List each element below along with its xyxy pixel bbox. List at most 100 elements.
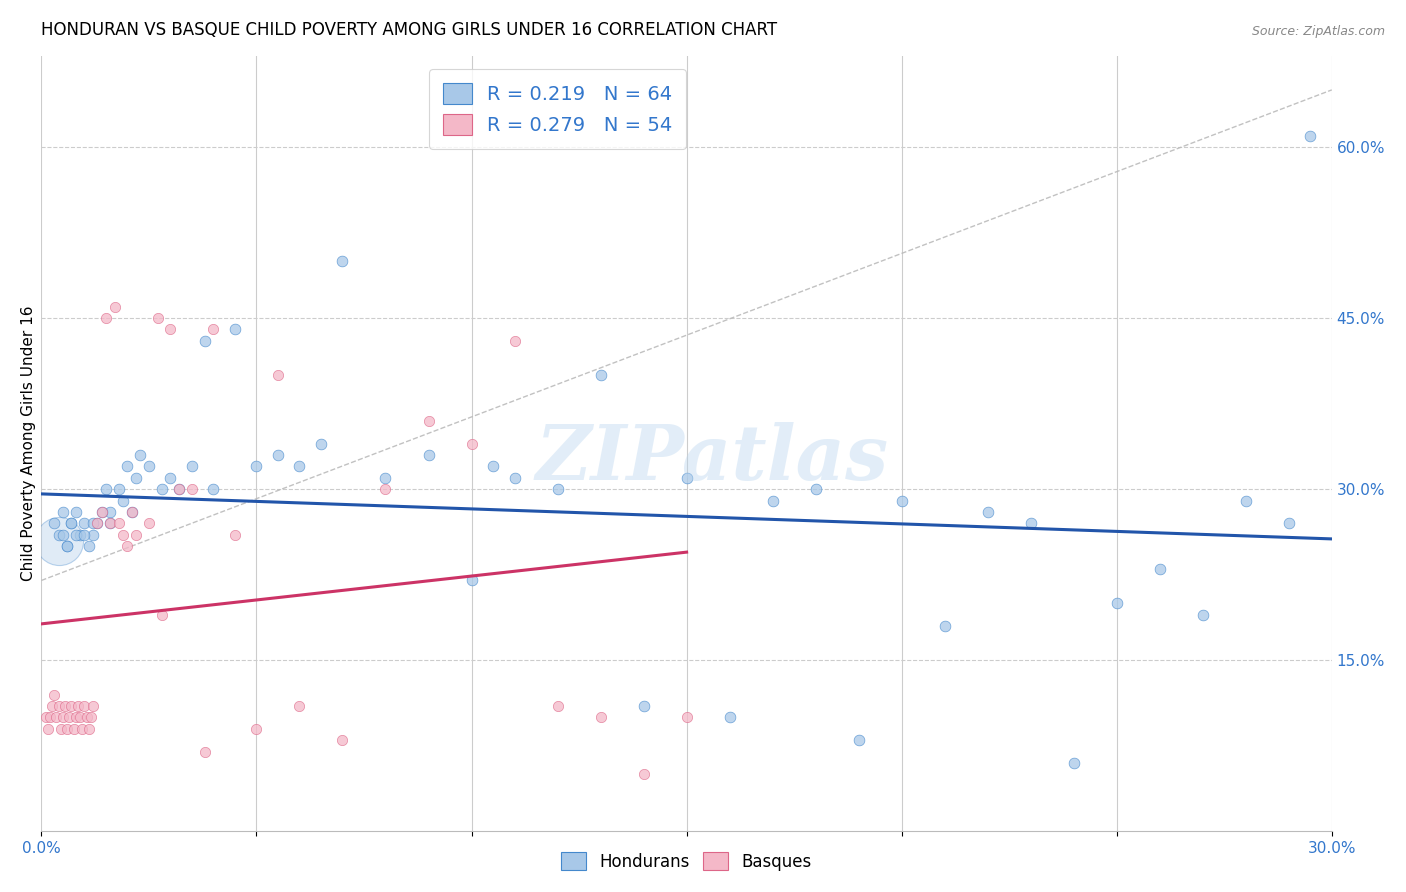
Point [90,505,112,519]
Point [194,745,217,759]
Point [60,516,83,531]
Point [108,516,131,531]
Point [482,459,505,474]
Point [1278,516,1301,531]
Point [159,322,181,336]
Point [44,688,66,702]
Point [589,368,612,383]
Point [82,698,104,713]
Point [890,493,912,508]
Point [53,698,76,713]
Point [69,528,91,542]
Point [56,539,79,553]
Point [65,505,87,519]
Point [48,528,70,542]
Point [675,471,697,485]
Point [267,368,290,383]
Point [181,459,204,474]
Point [460,574,482,588]
Point [76,710,98,724]
Point [72,722,94,736]
Point [73,528,96,542]
Point [718,710,741,724]
Point [98,516,121,531]
Point [1191,607,1213,622]
Point [77,539,100,553]
Point [1105,596,1128,610]
Point [66,698,89,713]
Point [589,710,612,724]
Point [374,482,396,496]
Point [86,516,108,531]
Point [44,516,66,531]
Point [309,436,332,450]
Point [86,516,108,531]
Point [77,722,100,736]
Point [94,311,117,326]
Point [762,493,785,508]
Point [39,710,62,724]
Point [52,710,75,724]
Point [49,722,72,736]
Point [503,334,526,348]
Point [547,698,569,713]
Point [48,533,70,548]
Point [41,698,63,713]
Text: ZIPatlas: ZIPatlas [536,422,889,496]
Point [202,322,225,336]
Point [117,459,139,474]
Text: Source: ZipAtlas.com: Source: ZipAtlas.com [1251,25,1385,38]
Point [62,722,84,736]
Point [547,482,569,496]
Point [82,516,104,531]
Point [167,482,190,496]
Point [1234,493,1257,508]
Point [98,516,121,531]
Point [150,482,173,496]
Point [976,505,998,519]
Point [45,710,67,724]
Legend: Hondurans, Basques: Hondurans, Basques [554,846,818,878]
Point [374,471,396,485]
Point [224,322,246,336]
Point [288,459,311,474]
Point [58,710,80,724]
Point [159,471,181,485]
Point [90,505,112,519]
Point [52,505,75,519]
Point [138,459,160,474]
Point [48,698,70,713]
Point [129,448,152,462]
Y-axis label: Child Poverty Among Girls Under 16: Child Poverty Among Girls Under 16 [21,306,35,582]
Point [633,767,655,781]
Point [633,698,655,713]
Point [181,482,204,496]
Point [146,311,169,326]
Point [56,539,79,553]
Point [52,528,75,542]
Point [245,722,267,736]
Point [245,459,267,474]
Point [224,528,246,542]
Point [1019,516,1042,531]
Point [94,482,117,496]
Point [112,528,135,542]
Point [460,436,482,450]
Point [202,482,225,496]
Point [675,710,697,724]
Point [288,698,311,713]
Point [73,698,96,713]
Point [125,528,148,542]
Point [138,516,160,531]
Point [98,505,121,519]
Point [60,698,83,713]
Point [37,722,59,736]
Point [80,710,103,724]
Point [60,516,83,531]
Point [69,710,91,724]
Point [332,733,354,747]
Point [34,710,56,724]
Point [73,516,96,531]
Point [267,448,290,462]
Point [804,482,827,496]
